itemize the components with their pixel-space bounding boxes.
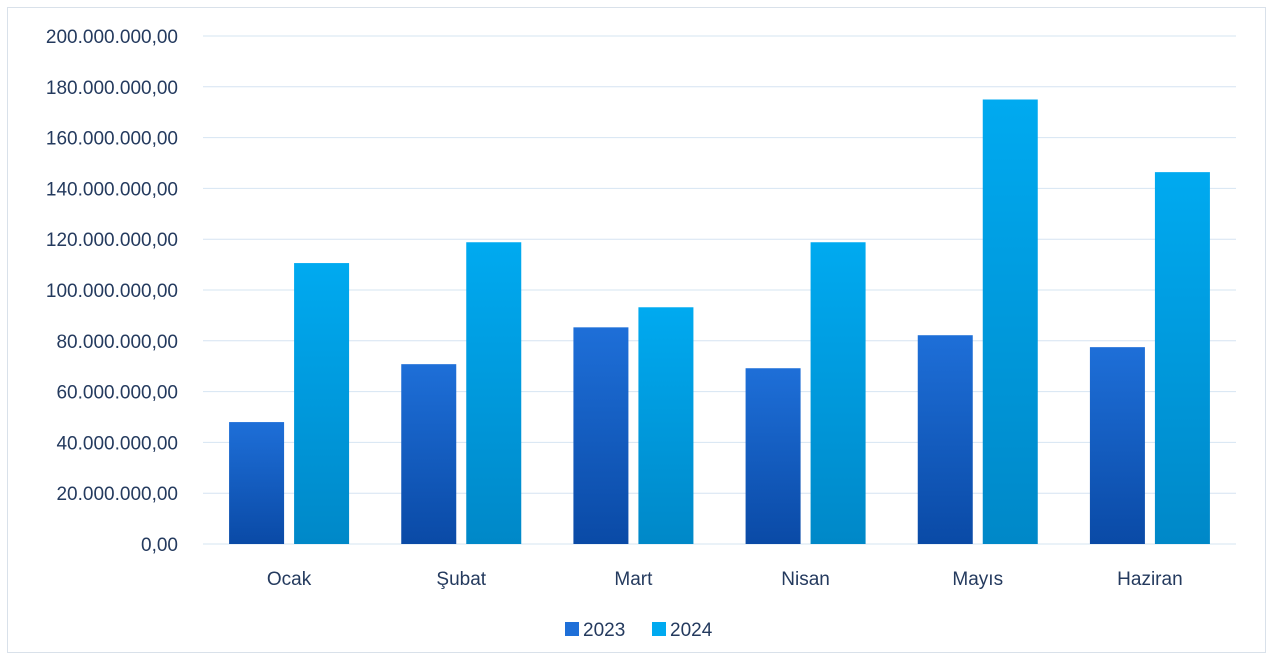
y-tick-label: 140.000.000,00 [46, 179, 178, 200]
chart-frame: 0,00 20.000.000,00 40.000.000,00 60.000.000… [7, 7, 1266, 653]
x-tick-label: Mayıs [952, 569, 1003, 590]
legend[interactable]: 2023 2024 [565, 620, 713, 641]
bar-2024-mart [638, 307, 694, 544]
legend-label: 2023 [583, 620, 625, 641]
bars [229, 99, 1210, 545]
y-tick-label: 80.000.000,00 [56, 332, 178, 353]
bar-2023-ocak [229, 422, 285, 544]
y-tick-label: 120.000.000,00 [46, 230, 178, 251]
bar-2024-ocak [294, 263, 350, 544]
bar-2023-nisan [745, 368, 801, 544]
y-tick-label: 160.000.000,00 [46, 129, 178, 150]
gridlines [203, 35, 1236, 545]
legend-swatch [565, 622, 579, 636]
bar-2024-haziran [1154, 172, 1210, 545]
x-tick-label: Ocak [267, 569, 312, 590]
legend-swatch [652, 622, 666, 636]
bar-2023-şubat [401, 364, 457, 544]
y-tick-label: 20.000.000,00 [56, 484, 178, 505]
bar-2023-mayıs [917, 335, 973, 544]
legend-label: 2024 [670, 620, 713, 641]
bar-chart: 0,00 20.000.000,00 40.000.000,00 60.000.000… [46, 27, 1236, 641]
x-tick-label: Nisan [781, 569, 830, 590]
legend-item-2023[interactable]: 2023 [565, 620, 625, 641]
bar-2023-haziran [1089, 347, 1145, 544]
bar-2023-mart [573, 327, 629, 544]
bar-2024-nisan [810, 242, 866, 545]
y-axis-tick-labels: 0,00 20.000.000,00 40.000.000,00 60.000.000… [46, 27, 178, 556]
y-tick-label: 180.000.000,00 [46, 78, 178, 99]
x-tick-label: Mart [614, 569, 653, 590]
legend-item-2024[interactable]: 2024 [652, 620, 713, 641]
x-tick-label: Şubat [436, 569, 486, 590]
y-tick-label: 60.000.000,00 [56, 383, 178, 404]
bar-2024-şubat [466, 242, 522, 545]
y-tick-label: 200.000.000,00 [46, 27, 178, 48]
x-axis-tick-labels: Ocak Şubat Mart Nisan Mayıs Haziran [267, 569, 1183, 590]
y-tick-label: 40.000.000,00 [56, 433, 178, 454]
y-tick-label: 100.000.000,00 [46, 281, 178, 302]
y-tick-label: 0,00 [141, 535, 178, 556]
bar-2024-mayıs [982, 99, 1038, 544]
x-tick-label: Haziran [1117, 569, 1182, 590]
